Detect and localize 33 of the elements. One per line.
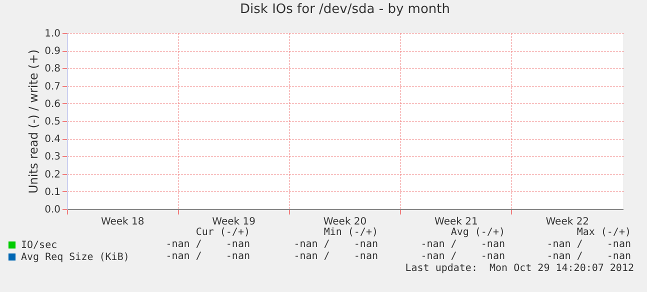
y-tick-label: 1.0 [44,28,60,40]
x-tick-label: Week 19 [212,216,256,228]
x-tick-label: Week 21 [434,216,478,228]
text: -nan / -nan [166,251,250,262]
y-axis-title: Units read (-) / write (+) [26,49,41,194]
text: -nan / -nan [294,239,378,250]
x-tick-label: Week 18 [100,216,144,228]
y-tick-label: 0.3 [44,152,60,163]
y-tick-label: 0.5 [44,116,60,128]
y-tick-label: 0.7 [44,81,60,92]
y-tick-label: 0.1 [44,186,60,198]
chart-title: Disk IOs for /dev/sda - by month [240,2,450,17]
legend-label: Avg Req Size (KiB) [21,252,130,263]
text: -nan / -nan [546,251,631,262]
text: Avg (-/+) [450,227,505,238]
x-tick-label: Week 20 [323,216,367,228]
y-tick-label: 0.6 [44,98,60,110]
x-tick-label: Week 22 [546,216,590,228]
legend-label: IO/sec [21,240,58,251]
text: -nan / -nan [294,251,378,262]
y-tick-label: 0.8 [44,64,60,75]
text: Last update: Mon Oct 29 14:20:07 2012 [405,263,634,274]
text: Cur (-/+) [196,227,250,238]
y-tick-label: 0.9 [44,46,60,58]
text: -nan / -nan [420,251,505,262]
text: -nan / -nan [166,239,250,250]
text: Max (-/+) [576,227,631,238]
y-tick-label: 0.2 [44,169,60,180]
y-tick-label: 0.4 [44,134,60,146]
text: -nan / -nan [420,239,505,250]
text: Min (-/+) [324,227,378,238]
text: -nan / -nan [546,239,631,250]
y-tick-label: 0.0 [44,204,60,216]
